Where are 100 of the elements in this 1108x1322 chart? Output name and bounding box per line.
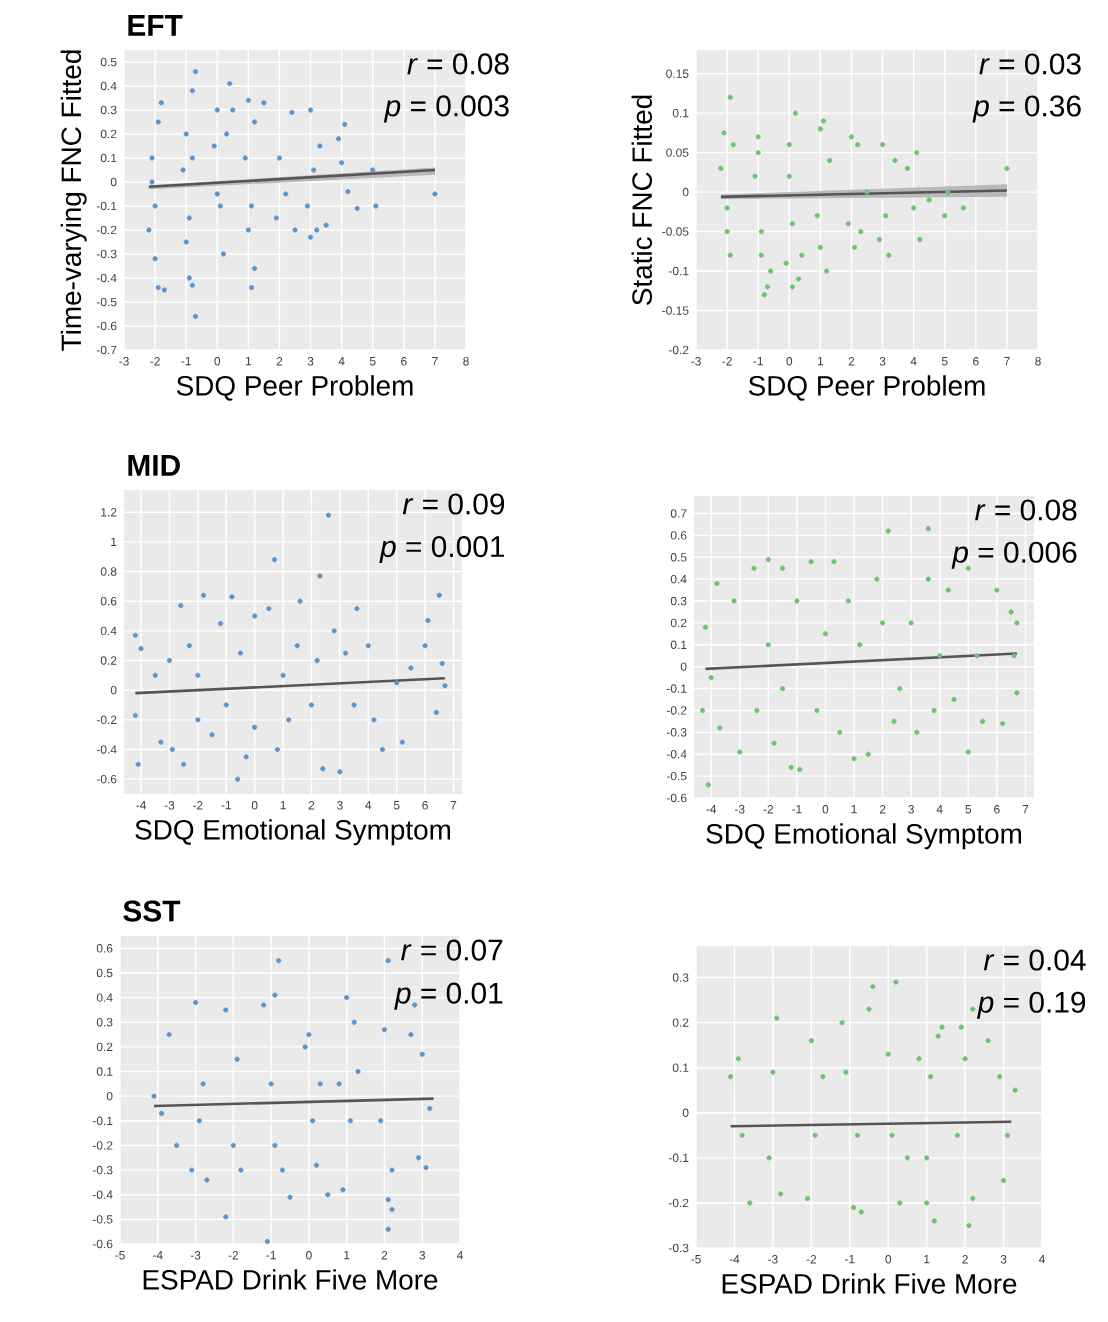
point — [323, 222, 329, 228]
point — [758, 228, 764, 235]
point — [242, 155, 248, 161]
point — [354, 205, 360, 211]
y-axis-title: Static FNC Fitted — [631, 95, 653, 305]
point — [422, 643, 428, 649]
point — [954, 1132, 961, 1138]
point — [224, 131, 230, 137]
point — [866, 1006, 872, 1012]
point — [237, 650, 244, 656]
point — [339, 160, 345, 166]
point — [286, 717, 292, 723]
point — [831, 559, 837, 565]
point — [851, 756, 857, 762]
point — [274, 746, 280, 753]
point — [970, 1195, 976, 1202]
point — [858, 228, 864, 235]
point — [904, 165, 911, 171]
point — [854, 1132, 861, 1138]
point — [824, 268, 830, 274]
point — [724, 205, 730, 211]
point — [724, 228, 730, 235]
point — [891, 718, 897, 724]
point — [308, 702, 315, 708]
point — [786, 173, 792, 179]
point — [181, 761, 187, 767]
point — [419, 1051, 425, 1057]
point — [186, 643, 192, 649]
point — [433, 709, 440, 716]
point — [245, 97, 251, 103]
point — [342, 121, 348, 127]
point — [1011, 653, 1017, 659]
point — [754, 707, 760, 714]
point — [169, 746, 175, 753]
point — [189, 1167, 195, 1173]
x-axis-title: SDQ Peer Problem — [176, 375, 413, 401]
point — [879, 620, 886, 626]
point — [378, 1118, 384, 1124]
point — [280, 672, 286, 678]
point — [714, 580, 720, 587]
point — [851, 244, 858, 250]
point — [970, 1006, 976, 1012]
point — [985, 1038, 991, 1044]
point — [209, 732, 215, 738]
point — [1014, 690, 1020, 696]
x-axis-title: ESPAD Drink Five More — [722, 1273, 1017, 1294]
point — [857, 642, 863, 648]
point — [399, 739, 405, 745]
point — [765, 556, 771, 563]
point — [885, 528, 891, 534]
point — [192, 313, 199, 319]
point — [439, 660, 445, 667]
point — [897, 1200, 903, 1206]
point — [385, 958, 391, 964]
point — [132, 632, 138, 638]
point — [158, 100, 164, 106]
point — [865, 751, 871, 757]
point — [314, 657, 320, 664]
point — [294, 643, 300, 649]
point — [960, 205, 966, 211]
point — [755, 134, 761, 140]
point — [234, 1056, 240, 1062]
annotation: p = 0.01 — [394, 982, 503, 1010]
point — [354, 606, 360, 612]
point — [204, 1177, 210, 1183]
point — [699, 707, 706, 714]
point — [189, 88, 195, 94]
point — [904, 1155, 911, 1161]
point — [794, 598, 800, 604]
point — [974, 653, 980, 659]
point — [874, 576, 880, 582]
point — [764, 284, 771, 290]
point — [924, 1200, 930, 1206]
point — [927, 1074, 934, 1080]
point — [307, 234, 314, 240]
point — [158, 739, 164, 745]
point — [385, 1197, 391, 1203]
point — [276, 958, 282, 964]
point — [186, 215, 192, 221]
point — [837, 729, 843, 735]
point — [789, 221, 795, 227]
point — [178, 603, 184, 609]
point — [180, 167, 186, 173]
point — [770, 1069, 776, 1075]
point — [845, 221, 851, 227]
point — [272, 992, 278, 998]
point — [851, 1204, 857, 1211]
point — [1014, 620, 1020, 626]
point — [845, 598, 851, 604]
point — [916, 1056, 922, 1062]
point — [370, 167, 376, 173]
point — [914, 150, 920, 156]
point — [340, 1187, 346, 1193]
point — [200, 1081, 206, 1087]
point — [814, 213, 820, 219]
point — [161, 287, 168, 293]
point — [223, 1007, 229, 1013]
point — [192, 999, 199, 1006]
point — [248, 203, 255, 209]
point — [892, 157, 898, 164]
